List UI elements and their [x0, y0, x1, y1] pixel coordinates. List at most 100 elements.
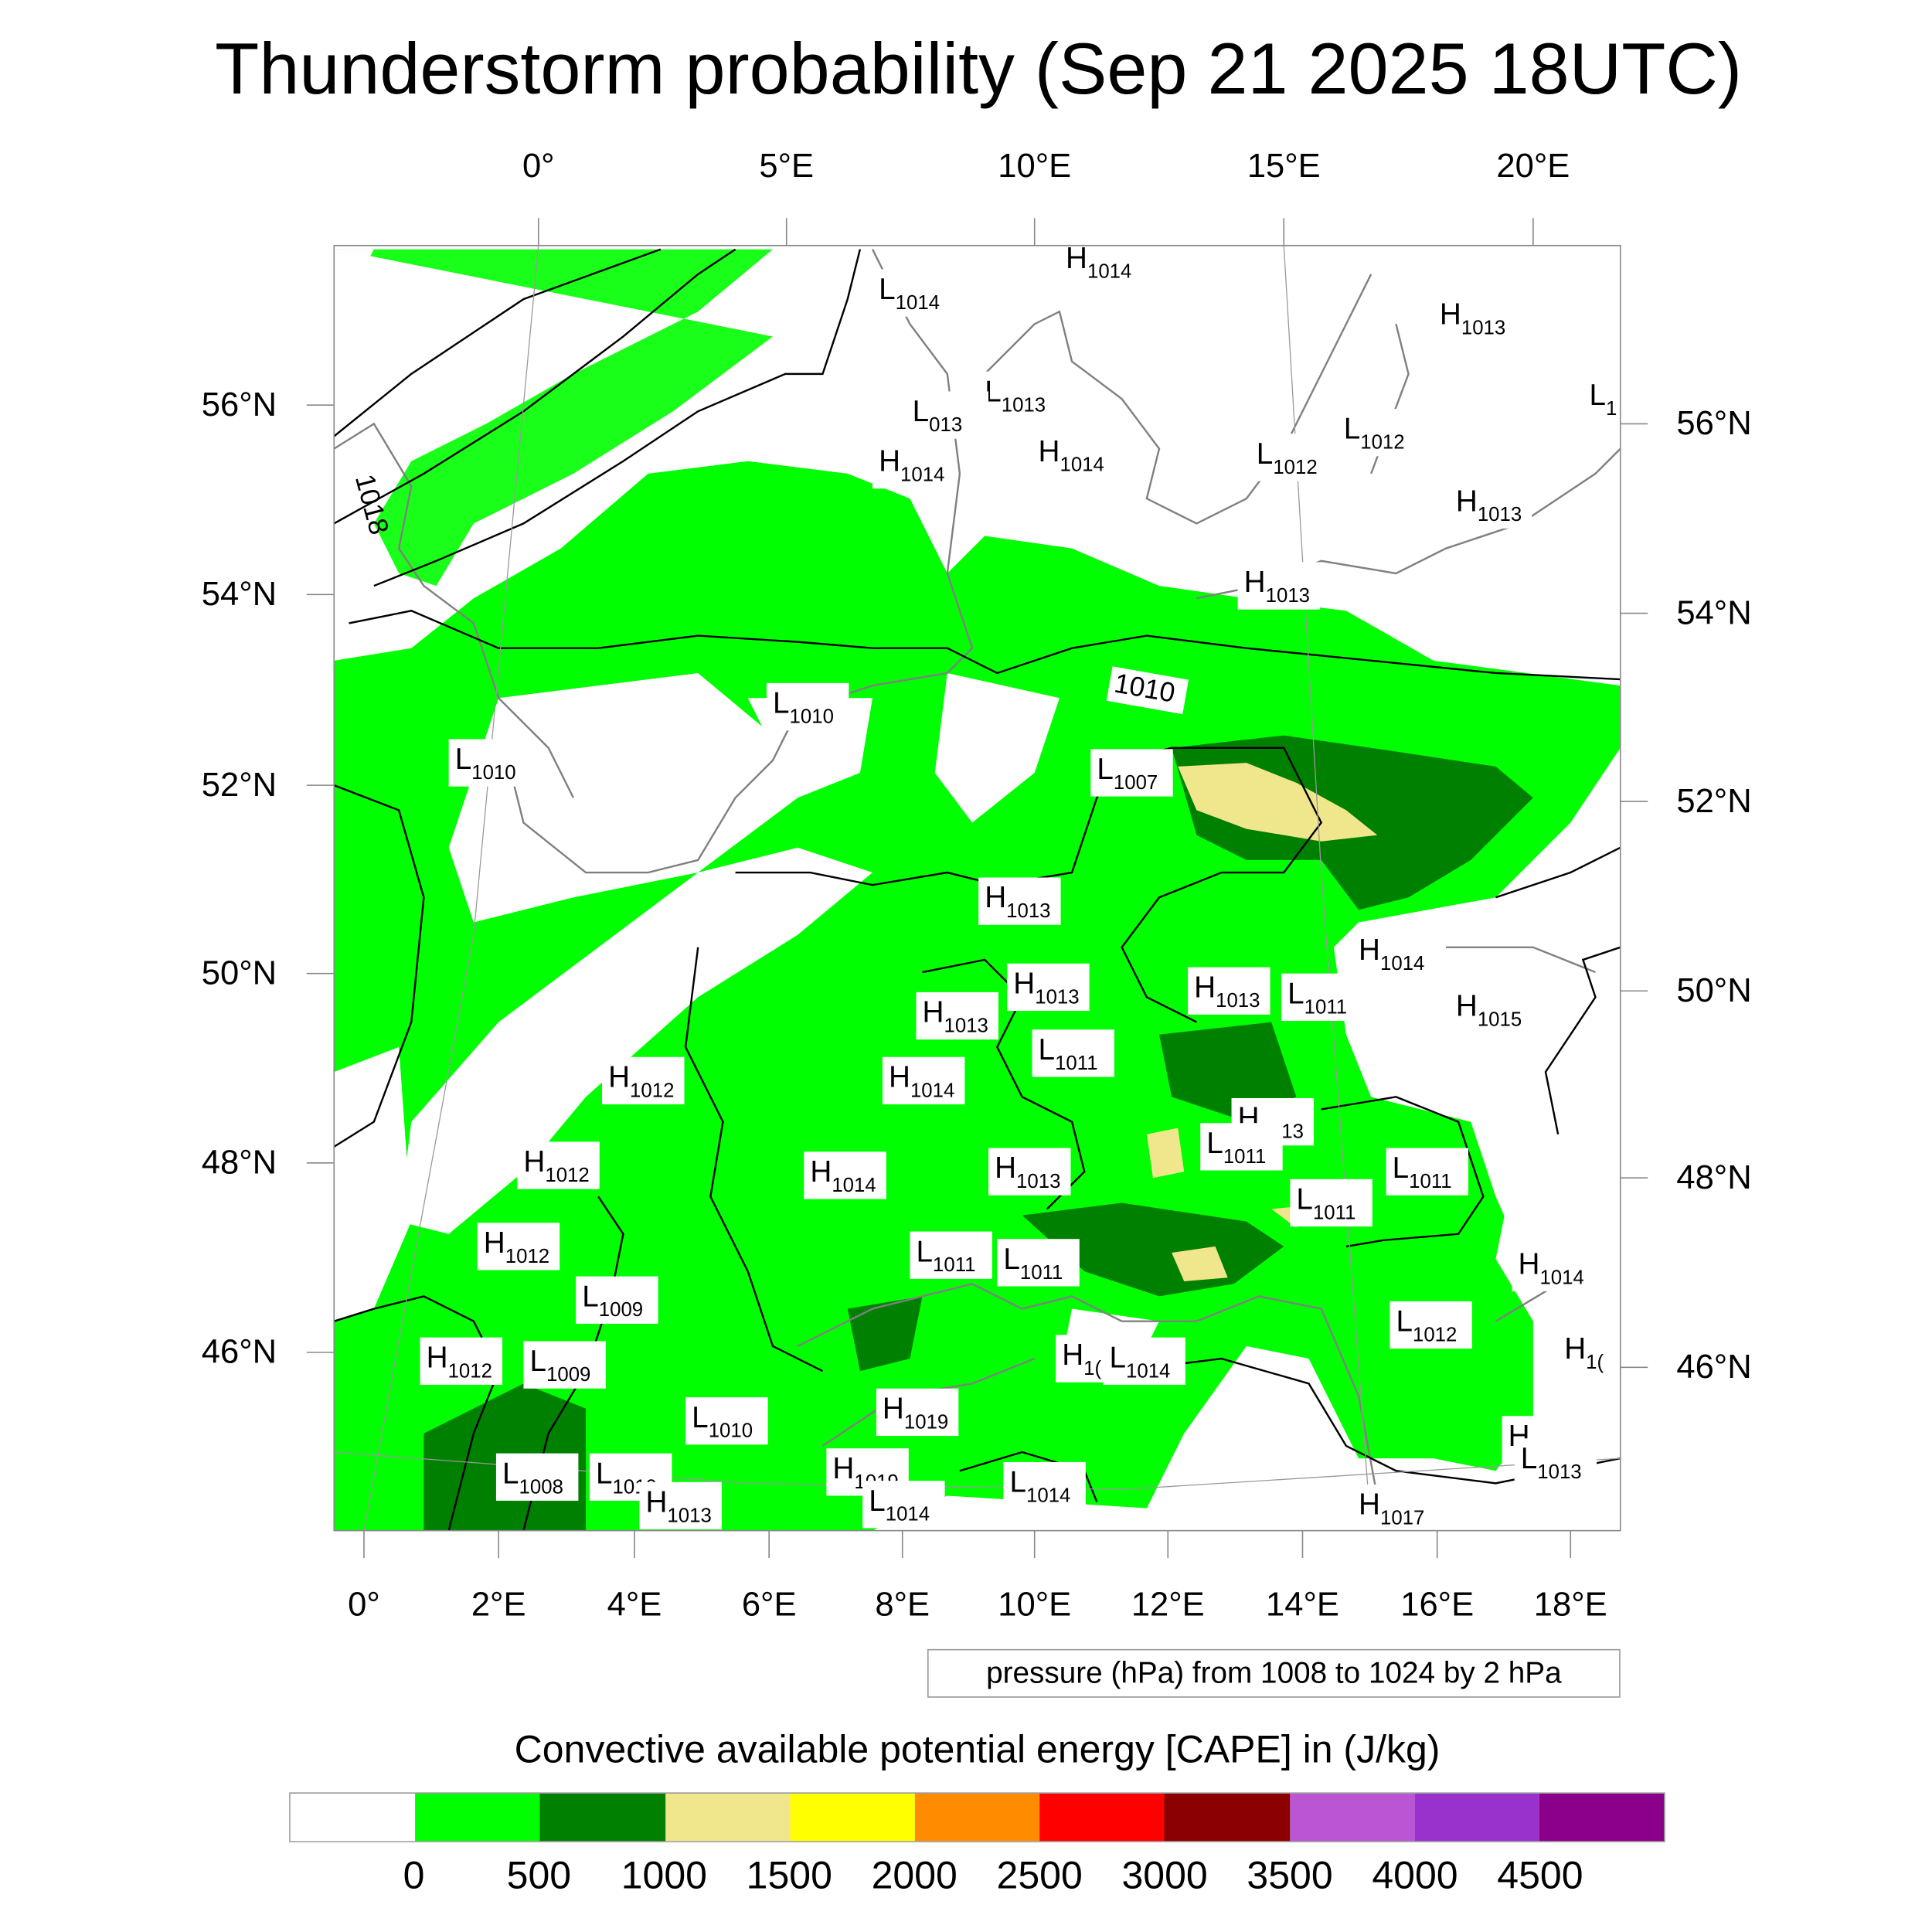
- pressure-center: H1013: [1188, 967, 1270, 1015]
- svg-text:L1010: L1010: [773, 687, 834, 728]
- colorbar-swatch: [415, 1793, 540, 1842]
- axis-tick-label: 50°N: [1676, 971, 1752, 1009]
- pressure-center-type: H: [1440, 298, 1461, 331]
- pressure-center-type: L: [985, 375, 1002, 408]
- svg-text:H1012: H1012: [484, 1226, 549, 1267]
- pressure-center: H1012: [477, 1223, 560, 1270]
- pressure-center-value: 1013: [1216, 990, 1260, 1012]
- pressure-center-type: L: [1097, 753, 1114, 786]
- pressure-center: L1012: [1389, 1301, 1472, 1349]
- pressure-center-type: L: [1589, 379, 1606, 412]
- pressure-center-value: 1008: [519, 1476, 563, 1498]
- pressure-center-value: 1011: [1223, 1146, 1266, 1168]
- pressure-center-value: 1019: [904, 1411, 948, 1433]
- pressure-center-type: L: [1009, 1466, 1026, 1499]
- axis-tick-label: 20°E: [1496, 147, 1570, 185]
- svg-text:H1013: H1013: [645, 1485, 711, 1526]
- pressure-center-type: H: [889, 1060, 910, 1094]
- pressure-center-value: 1011: [1313, 1202, 1355, 1223]
- pressure-center: L1012: [1250, 434, 1333, 481]
- svg-text:H1013: H1013: [1194, 971, 1260, 1012]
- pressure-center-type: L: [773, 687, 790, 720]
- cape-500-1000-region: [423, 735, 1533, 1531]
- pressure-center: L1011: [997, 1239, 1080, 1287]
- svg-text:L1012: L1012: [1257, 437, 1318, 478]
- colorbar-swatch: [665, 1793, 791, 1842]
- colorbar-label: 3000: [1121, 1853, 1208, 1897]
- pressure-center: H1014: [1059, 242, 1142, 286]
- axis-tick-label: 54°N: [201, 575, 277, 613]
- pressure-center-type: H: [484, 1226, 505, 1260]
- pressure-center: H1014: [1032, 431, 1114, 479]
- pressure-center: H1012: [517, 1141, 600, 1189]
- pressure-center-type: L: [879, 273, 896, 306]
- svg-text:H1(: H1(: [1062, 1338, 1101, 1379]
- svg-text:L1011: L1011: [1393, 1151, 1452, 1192]
- svg-text:L013: L013: [913, 395, 963, 436]
- colorbar-swatch: [914, 1793, 1040, 1842]
- svg-text:L1009: L1009: [582, 1280, 643, 1321]
- pressure-center-type: L: [869, 1485, 886, 1518]
- pressure-center: L1014: [872, 269, 955, 317]
- svg-text:H1013: H1013: [985, 881, 1050, 922]
- pressure-center-value: 1011: [1409, 1171, 1451, 1192]
- axis-tick-label: 15°E: [1247, 147, 1321, 185]
- axis-tick-label: 6°E: [741, 1585, 797, 1623]
- pressure-center: L1014: [1003, 1461, 1086, 1510]
- pressure-center-value: 1014: [896, 292, 940, 314]
- pressure-center: L1014: [1103, 1337, 1185, 1385]
- pressure-center-type: H: [1519, 1247, 1540, 1281]
- svg-text:H1014: H1014: [879, 445, 944, 486]
- colorbar-label: 4500: [1497, 1853, 1583, 1897]
- svg-text:H1014: H1014: [1519, 1247, 1584, 1288]
- pressure-center-type: H: [523, 1145, 545, 1179]
- pressure-center-type: L: [1344, 413, 1361, 446]
- colorbar-swatch: [1164, 1793, 1290, 1842]
- pressure-center-value: 1009: [599, 1299, 643, 1321]
- pressure-center-value: 013: [929, 414, 962, 436]
- svg-text:H1012: H1012: [427, 1341, 492, 1382]
- pressure-center-type: L: [1296, 1183, 1313, 1216]
- svg-text:H1014: H1014: [810, 1155, 876, 1196]
- pressure-center: L1007: [1090, 749, 1173, 797]
- axis-tick-label: 50°N: [201, 954, 277, 992]
- pressure-center-value: 1014: [910, 1080, 954, 1101]
- tick-marks: [306, 218, 1648, 1559]
- pressure-center-type: H: [832, 1452, 854, 1485]
- svg-text:H1013: H1013: [923, 996, 988, 1037]
- svg-text:H1012: H1012: [523, 1145, 589, 1186]
- pressure-center-value: 1009: [546, 1364, 590, 1386]
- axis-tick-label: 14°E: [1266, 1585, 1339, 1623]
- pressure-center-value: 1012: [1273, 457, 1317, 478]
- svg-text:L1014: L1014: [1009, 1466, 1070, 1507]
- pressure-center-value: 1013: [1461, 317, 1505, 338]
- pressure-center: L1010: [685, 1397, 768, 1445]
- svg-text:H1014: H1014: [1066, 242, 1131, 283]
- pressure-center: L1012: [1337, 409, 1420, 457]
- pressure-center-value: 1013: [1478, 504, 1522, 526]
- pressure-center-value: 1011: [1020, 1262, 1063, 1284]
- pressure-center-type: H: [427, 1341, 448, 1374]
- svg-text:H1013: H1013: [995, 1151, 1060, 1192]
- axis-tick-label: 5°E: [759, 147, 815, 185]
- pressure-center-value: 1013: [944, 1015, 988, 1036]
- svg-text:L1011: L1011: [1003, 1243, 1063, 1284]
- colorbar: [289, 1792, 1665, 1842]
- axis-tick-label: 10°E: [998, 147, 1072, 185]
- pressure-center-value: 1014: [1087, 261, 1131, 283]
- pressure-center-type: L: [1109, 1341, 1126, 1374]
- svg-text:H1013: H1013: [1244, 566, 1310, 607]
- svg-text:H1013: H1013: [1013, 967, 1079, 1008]
- pressure-center-type: H: [1244, 566, 1266, 599]
- pressure-center-value: 1012: [1360, 432, 1404, 454]
- axis-tick-label: 2°E: [471, 1585, 526, 1623]
- pressure-center-type: H: [810, 1155, 832, 1189]
- pressure-center-type: L: [692, 1401, 709, 1434]
- pressure-center-value: 1014: [1539, 1267, 1583, 1288]
- svg-text:H1013: H1013: [1440, 298, 1505, 338]
- pressure-center-value: 1010: [790, 706, 834, 727]
- colorbar-label: 2000: [871, 1853, 957, 1897]
- chart-title: Thunderstorm probability (Sep 21 2025 18…: [215, 29, 1743, 110]
- pressure-center-value: 1010: [471, 762, 515, 784]
